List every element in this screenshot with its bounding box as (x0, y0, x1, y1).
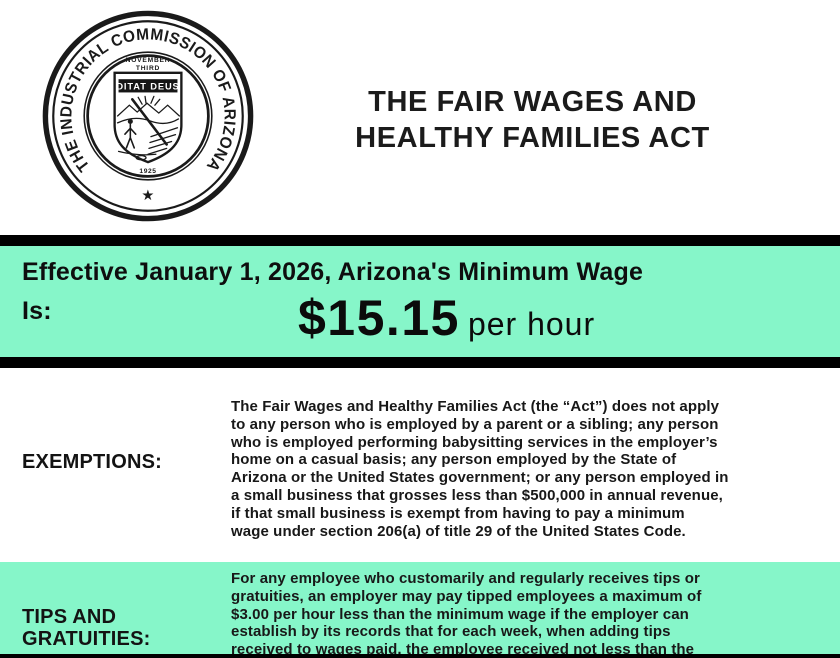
page-title-line2: HEALTHY FAMILIES ACT (355, 122, 710, 154)
page-title-line1: THE FAIR WAGES AND (368, 86, 697, 118)
minimum-wage-banner: Effective January 1, 2026, Arizona's Min… (0, 235, 840, 368)
bottom-divider (0, 654, 840, 658)
tips-body: For any employee who customarily and reg… (231, 570, 702, 658)
seal-date-line1: NOVEMBER (126, 57, 171, 64)
tips-label: TIPS AND GRATUITIES: (22, 606, 151, 650)
star-icon: ★ (141, 188, 154, 204)
wage-unit: per hour (467, 306, 596, 342)
seal-motto-text: DITAT DEUS (116, 81, 179, 91)
seal-year: 1925 (139, 168, 156, 175)
wage-amount-row: $15.15 per hour (298, 293, 595, 343)
exemptions-body: The Fair Wages and Healthy Families Act … (231, 398, 729, 540)
section-exemptions: EXEMPTIONS: The Fair Wages and Healthy F… (0, 368, 840, 562)
seal-date-line2: THIRD (136, 65, 160, 72)
seal-graphic: THE INDUSTRIAL COMMISSION OF ARIZONA NOV… (42, 10, 254, 222)
exemptions-label: EXEMPTIONS: (22, 451, 162, 473)
wage-banner-lead: Effective January 1, 2026, Arizona's Min… (22, 258, 644, 325)
section-tips-gratuities: TIPS AND GRATUITIES: For any employee wh… (0, 562, 840, 658)
ica-seal: THE INDUSTRIAL COMMISSION OF ARIZONA NOV… (40, 8, 256, 224)
page-title: THE FAIR WAGES AND HEALTHY FAMILIES ACT (300, 84, 765, 156)
seal-motto-banner (118, 79, 178, 93)
seal-landscape-art (116, 95, 181, 161)
wage-amount: $15.15 (298, 290, 460, 346)
